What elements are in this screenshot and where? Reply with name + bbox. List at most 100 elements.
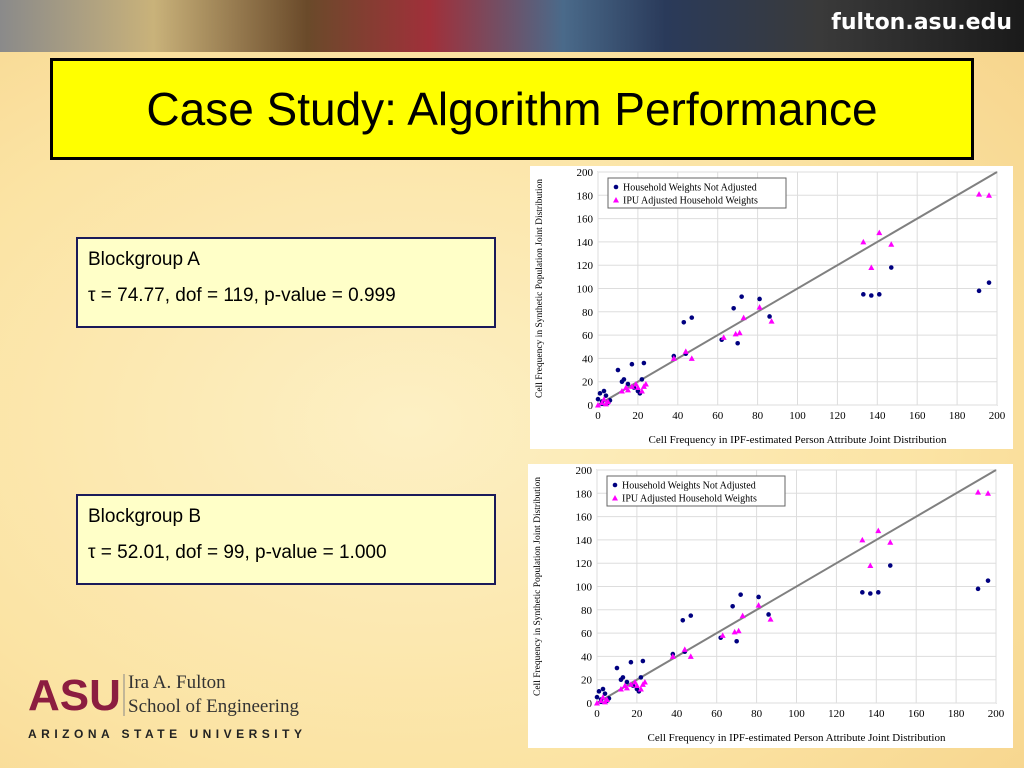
x-tick-label: 180 — [949, 410, 966, 422]
point — [687, 653, 694, 659]
legend-marker — [612, 482, 618, 488]
point — [641, 679, 648, 685]
point — [628, 383, 635, 389]
x-tick-label: 200 — [988, 708, 1005, 720]
logo: ASU Ira A. Fulton School of Engineering … — [28, 671, 302, 741]
point — [875, 527, 882, 534]
point — [631, 679, 638, 685]
box-stat: τ = 52.01, dof = 99, p-value = 1.000 — [88, 541, 387, 563]
point — [670, 355, 677, 361]
box-heading: Blockgroup B — [88, 506, 202, 527]
y-tick-label: 80 — [582, 307, 594, 319]
y-axis-label: Cell Frequency in Synthetic Population J… — [533, 477, 543, 696]
legend-marker — [613, 184, 619, 190]
point — [681, 646, 688, 652]
diagonal — [597, 171, 998, 406]
y-tick-label: 0 — [588, 400, 594, 412]
point — [688, 613, 694, 618]
point — [629, 361, 635, 367]
y-tick-label: 120 — [577, 260, 594, 272]
chart: 0 20 40 60 80 100 120 140 160 180 200 0 20 40 60 80 100 1… — [530, 166, 1013, 449]
point — [603, 393, 609, 398]
point — [887, 563, 893, 568]
point — [731, 306, 736, 311]
y-tick-label: 200 — [576, 465, 593, 477]
x-axis-label: Cell Frequency in IPF-estimated Person A… — [649, 434, 947, 446]
point — [767, 616, 774, 622]
legend-label: Household Weights Not Adjusted — [622, 481, 756, 492]
point — [740, 314, 747, 321]
point — [860, 238, 867, 245]
point — [757, 296, 762, 302]
y-tick-label: 120 — [576, 558, 593, 570]
point — [615, 367, 621, 373]
x-tick-label: 0 — [594, 708, 600, 720]
point — [620, 675, 626, 680]
point — [638, 675, 644, 680]
y-tick-label: 0 — [587, 698, 593, 710]
diagonal — [596, 469, 997, 704]
point — [875, 590, 881, 595]
x-tick-label: 140 — [869, 410, 886, 422]
point — [887, 539, 894, 545]
chart: 0 20 40 60 80 100 120 140 160 180 200 0 20 40 60 80 100 1… — [528, 464, 1013, 748]
y-tick-label: 200 — [577, 167, 594, 179]
legend — [607, 177, 787, 209]
point — [601, 388, 607, 394]
x-tick-label: 200 — [989, 410, 1006, 422]
point — [624, 679, 630, 685]
box-heading: Blockgroup A — [88, 249, 200, 270]
x-tick-label: 60 — [711, 708, 723, 720]
point — [975, 586, 981, 592]
x-tick-label: 0 — [595, 410, 601, 422]
point — [681, 319, 687, 325]
x-tick-label: 120 — [828, 708, 845, 720]
x-tick-label: 100 — [788, 708, 805, 720]
point — [600, 396, 607, 402]
stat-box: Blockgroup B τ = 52.01, dof = 99, p-value… — [76, 494, 496, 586]
x-tick-label: 120 — [829, 410, 846, 422]
point — [602, 691, 608, 696]
y-tick-label: 160 — [576, 512, 593, 524]
banner: fulton.asu.edu — [0, 0, 1024, 52]
point — [633, 682, 640, 689]
point — [738, 592, 743, 597]
y-tick-label: 160 — [577, 214, 594, 226]
logo-line: School of Engineering — [128, 696, 299, 717]
point — [597, 697, 604, 704]
point — [623, 684, 630, 691]
point — [641, 360, 647, 366]
point — [599, 694, 606, 700]
point — [594, 700, 600, 706]
legend-label: IPU Adjusted Household Weights — [622, 494, 757, 505]
point — [739, 612, 746, 619]
point — [595, 396, 601, 402]
point — [755, 602, 762, 608]
legend-label: IPU Adjusted Household Weights — [623, 196, 758, 207]
y-tick-label: 180 — [577, 190, 594, 202]
point — [596, 689, 602, 694]
point — [624, 386, 631, 393]
x-tick-label: 100 — [789, 410, 806, 422]
point — [638, 388, 645, 394]
x-tick-label: 20 — [631, 708, 643, 720]
y-tick-label: 100 — [577, 284, 594, 296]
point — [720, 334, 727, 340]
y-tick-label: 60 — [581, 628, 593, 640]
site-url: fulton.asu.edu — [831, 10, 1012, 35]
x-tick-label: 80 — [751, 708, 763, 720]
y-tick-label: 180 — [576, 488, 593, 500]
point — [976, 288, 982, 294]
point — [642, 381, 649, 387]
point — [975, 489, 982, 495]
point — [768, 318, 775, 324]
point — [595, 402, 601, 408]
point — [860, 590, 865, 595]
y-tick-label: 100 — [576, 582, 593, 594]
point — [601, 698, 608, 705]
x-tick-label: 160 — [909, 410, 926, 422]
point — [868, 264, 875, 271]
y-tick-label: 40 — [581, 651, 593, 663]
point — [625, 381, 631, 387]
